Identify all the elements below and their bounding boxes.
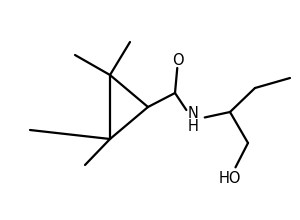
Text: N
H: N H (188, 106, 198, 134)
Text: O: O (172, 53, 184, 68)
Text: HO: HO (219, 170, 241, 185)
